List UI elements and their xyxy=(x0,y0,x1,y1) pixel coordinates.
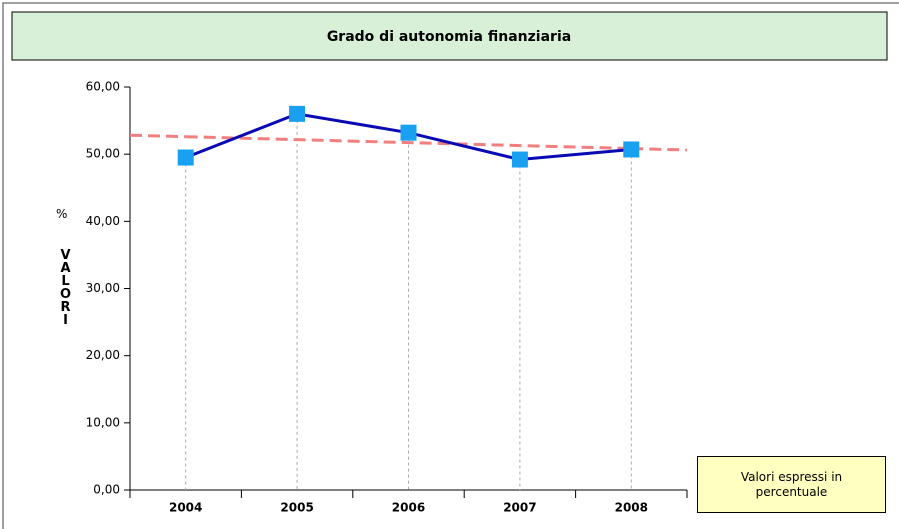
marker xyxy=(400,124,417,141)
marker xyxy=(289,105,306,122)
y-tick-label: 0,00 xyxy=(93,483,120,497)
x-tick-label: 2006 xyxy=(392,501,425,515)
y-axis-unit: % xyxy=(56,207,68,221)
marker xyxy=(177,149,194,166)
y-tick-label: 50,00 xyxy=(86,147,120,161)
chart-title: Grado di autonomia finanziaria xyxy=(327,29,571,45)
y-tick-label: 10,00 xyxy=(86,415,120,429)
y-tick-label: 60,00 xyxy=(86,80,120,94)
note: Valori espressi in percentuale xyxy=(697,456,886,513)
y-axis-label: VALORI xyxy=(58,248,73,326)
x-tick-label: 2007 xyxy=(503,501,536,515)
marker xyxy=(511,151,528,168)
trend-extension xyxy=(129,133,186,139)
trend-line xyxy=(185,135,632,151)
y-tick-label: 40,00 xyxy=(86,214,120,228)
y-tick-label: 30,00 xyxy=(86,281,120,295)
trend-extension xyxy=(631,147,688,152)
x-tick-label: 2005 xyxy=(280,501,313,515)
x-tick-label: 2008 xyxy=(615,501,648,515)
x-tick-label: 2004 xyxy=(169,501,202,515)
marker xyxy=(623,141,640,158)
title-bar xyxy=(11,11,888,61)
y-tick-label: 20,00 xyxy=(86,348,120,362)
